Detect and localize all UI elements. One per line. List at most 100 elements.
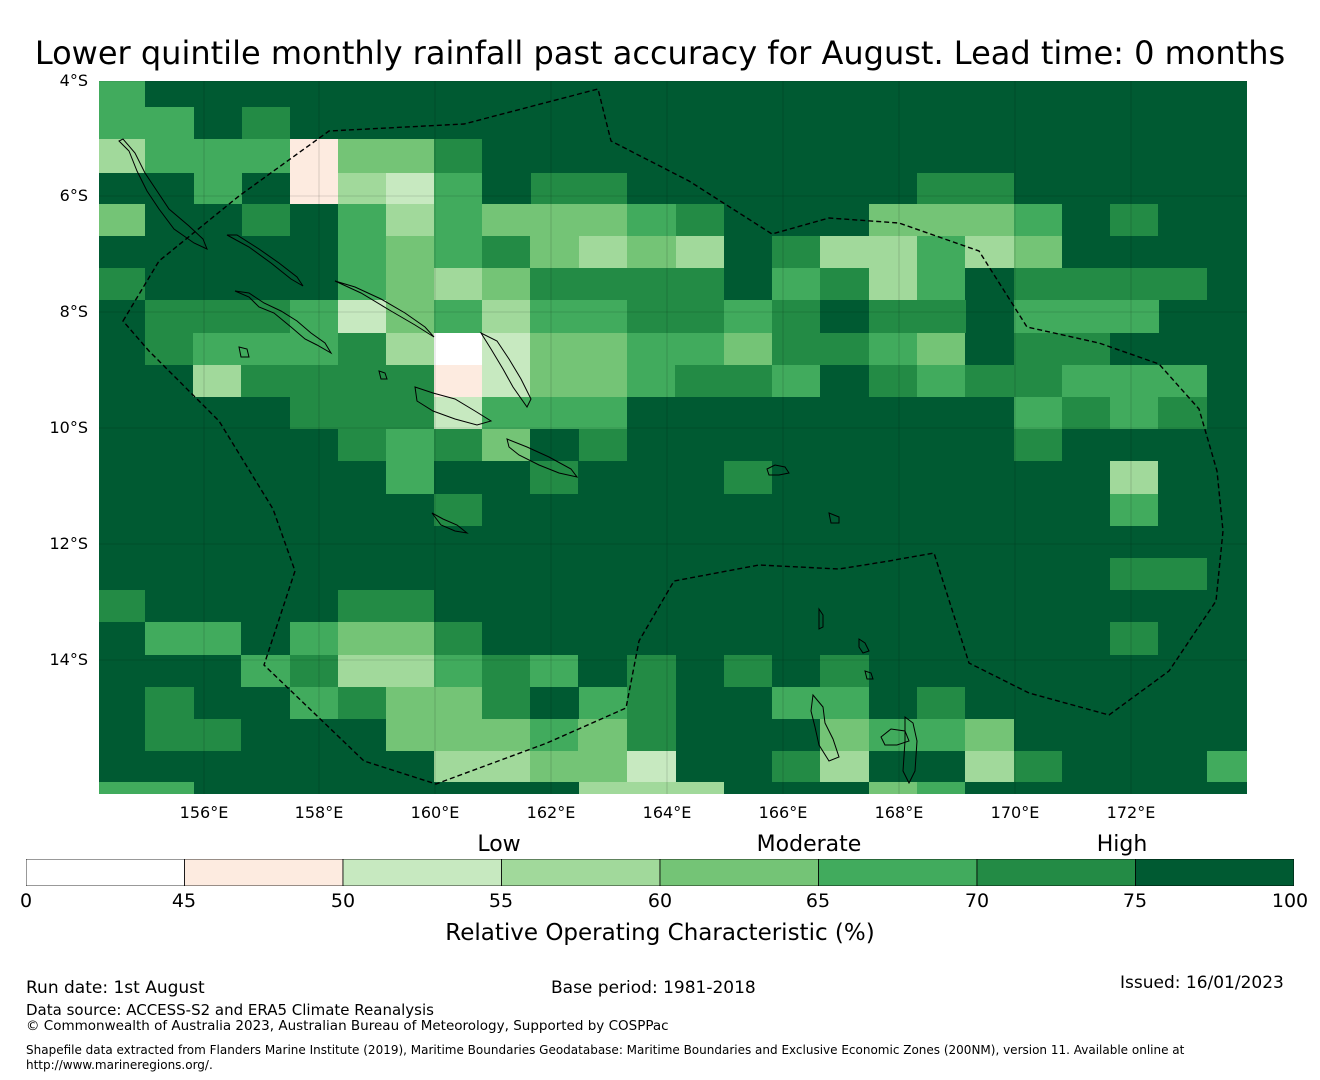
- shapefile-url[interactable]: http://www.marineregions.org/.: [26, 1058, 213, 1072]
- small-islet-5: [238, 346, 250, 358]
- colorbar-tick-45: 45: [171, 890, 197, 912]
- grid-cell: [531, 173, 627, 204]
- grid-cell: [290, 622, 338, 655]
- grid-cell: [1013, 365, 1062, 397]
- grid-cell: [530, 655, 578, 687]
- grid-cell: [386, 429, 434, 461]
- grid-cell: [482, 236, 530, 268]
- grid-cell: [820, 751, 869, 782]
- grid-cell: [724, 461, 772, 494]
- colorbar-bin-70-75: [976, 859, 1136, 886]
- grid-cell: [530, 268, 724, 300]
- shapefile-credit: Shapefile data extracted from Flanders M…: [26, 1043, 1185, 1057]
- guadalcanal-coast: [414, 386, 493, 426]
- grid-cell: [530, 236, 579, 268]
- grid-cell: [482, 333, 530, 365]
- grid-cell: [482, 687, 530, 719]
- rainfall-accuracy-map: [99, 81, 1247, 794]
- colorbar-tick-55: 55: [488, 890, 514, 912]
- grid-cell: [627, 300, 724, 333]
- grid-cell: [579, 236, 627, 268]
- grid-cell: [578, 751, 627, 782]
- small-islet-1: [818, 607, 824, 630]
- grid-cell: [290, 173, 338, 204]
- grid-cell: [772, 236, 820, 268]
- grid-cell: [579, 429, 627, 461]
- grid-cell: [820, 268, 869, 300]
- lat-label-4s: 4°S: [59, 71, 88, 90]
- lat-label-6s: 6°S: [59, 186, 88, 205]
- grid-cell: [820, 687, 869, 719]
- small-islet-4: [828, 512, 840, 524]
- grid-cell: [145, 300, 290, 333]
- grid-cell: [772, 751, 820, 782]
- grid-cell: [965, 719, 1014, 751]
- grid-cell: [145, 622, 241, 655]
- grid-cell: [338, 173, 386, 204]
- grid-cell: [627, 687, 676, 719]
- grid-cell: [917, 173, 1014, 204]
- colorbar-bin-45-50: [184, 859, 344, 886]
- espiritu-santo-coast: [810, 693, 840, 762]
- grid-cell: [338, 655, 434, 687]
- lat-label-8s: 8°S: [59, 302, 88, 321]
- grid-cell: [145, 139, 290, 173]
- grid-cell: [917, 333, 965, 365]
- grid-cell: [482, 655, 530, 687]
- lon-label-168e: 168°E: [874, 803, 924, 822]
- grid-cell: [338, 622, 434, 655]
- grid-cell: [530, 397, 627, 429]
- grid-cell: [338, 687, 386, 719]
- grid-cell: [1062, 333, 1110, 365]
- grid-cell: [1062, 397, 1110, 429]
- grid-cell: [194, 173, 242, 204]
- grid-cell: [1110, 622, 1158, 655]
- category-moderate: Moderate: [756, 832, 862, 857]
- grid-cell: [627, 236, 676, 268]
- grid-cell: [1110, 558, 1207, 590]
- grid-cell: [242, 107, 290, 139]
- small-islet-6: [378, 370, 388, 380]
- lon-label-156e: 156°E: [179, 803, 229, 822]
- grid-cell: [241, 365, 434, 397]
- lon-label-158e: 158°E: [294, 803, 344, 822]
- grid-cell: [242, 204, 290, 236]
- grid-cell: [145, 333, 193, 365]
- grid-cell: [482, 397, 530, 429]
- colorbar-tick-100: 100: [1271, 890, 1309, 912]
- grid-cell: [434, 429, 482, 461]
- colorbar-bin-0-45: [26, 859, 185, 886]
- grid-cell: [530, 300, 627, 333]
- grid-cell: [434, 655, 482, 687]
- grid-cell: [386, 173, 434, 204]
- colorbar-tick-0: 0: [19, 890, 33, 912]
- grid-cell: [627, 751, 676, 782]
- eez-boundaries: [122, 88, 1224, 785]
- grid-cell: [820, 236, 917, 268]
- grid-cell: [434, 333, 482, 365]
- grid-cell: [145, 719, 241, 751]
- choiseul-coast: [226, 234, 304, 287]
- grid-cell: [530, 365, 627, 397]
- lon-label-170e: 170°E: [990, 803, 1040, 822]
- grid-cell: [1014, 300, 1159, 333]
- grid-cell: [338, 300, 386, 333]
- grid-cell: [869, 782, 917, 794]
- grid-cell: [724, 300, 772, 333]
- grid-cell: [386, 204, 434, 236]
- grid-cell: [1158, 397, 1207, 429]
- grid-cell: [1062, 365, 1159, 397]
- grid-cell: [290, 655, 338, 687]
- grid-cell: [1110, 397, 1158, 429]
- grid-cell: [290, 139, 338, 173]
- solomon-islands-eez: [122, 88, 1224, 785]
- colorbar-tick-65: 65: [805, 890, 831, 912]
- grid-cell: [1110, 494, 1158, 526]
- grid-cell: [386, 719, 434, 751]
- grid-cell: [965, 365, 1013, 397]
- grid-cell: [530, 719, 578, 751]
- grid-cell: [1110, 461, 1158, 494]
- grid-cell: [482, 268, 530, 300]
- lon-label-162e: 162°E: [526, 803, 576, 822]
- grid-cell: [772, 687, 820, 719]
